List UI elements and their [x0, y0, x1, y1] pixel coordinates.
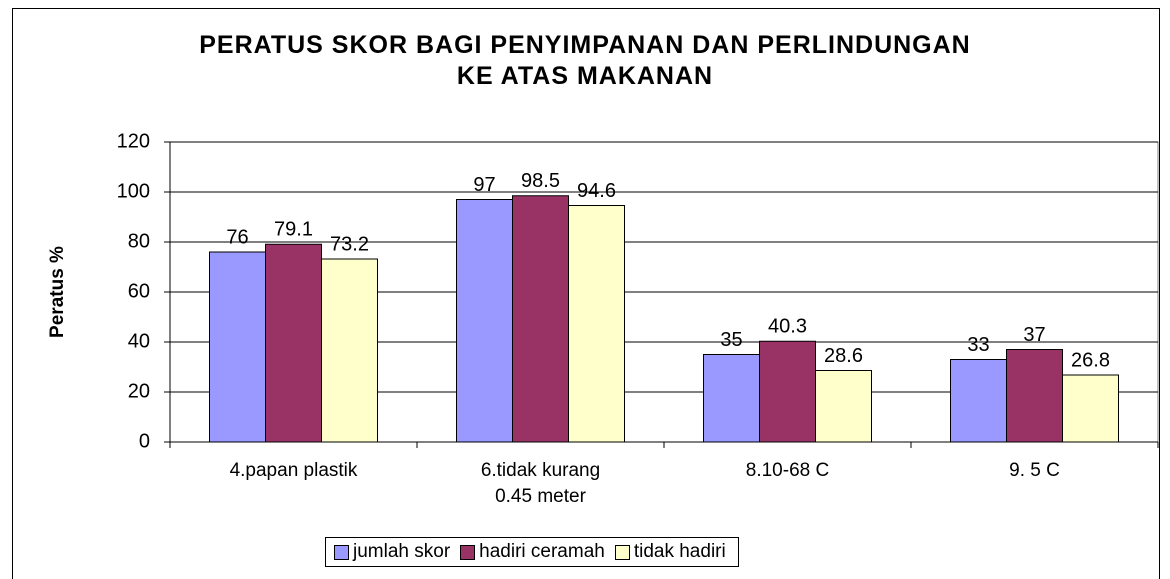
- data-label: 35: [720, 329, 742, 351]
- legend-label: hadiri ceramah: [479, 541, 605, 562]
- bar: [568, 205, 625, 443]
- legend-swatch: [614, 544, 630, 560]
- bar: [321, 258, 378, 443]
- bar: [1006, 349, 1063, 443]
- bar: [209, 251, 266, 443]
- x-tick-label: 9. 5 C: [1009, 460, 1060, 481]
- y-tick-label: 20: [128, 380, 150, 402]
- bar: [759, 340, 816, 443]
- data-label: 79.1: [274, 219, 313, 241]
- bar: [265, 243, 322, 443]
- x-tick-label: 6.tidak kurang 0.45 meter: [480, 460, 601, 507]
- y-tick-label: 60: [128, 280, 150, 302]
- legend-item: tidak hadiri: [614, 541, 726, 563]
- x-tick-label: 4.papan plastik: [229, 460, 358, 481]
- legend-swatch: [334, 544, 349, 560]
- bar: [456, 199, 513, 443]
- legend: jumlah skor hadiri ceramah tidak hadiri: [325, 537, 739, 567]
- bar: [815, 370, 872, 443]
- bar: [950, 359, 1007, 443]
- y-tick-label: 120: [117, 130, 150, 152]
- y-tick-label: 40: [128, 330, 150, 352]
- data-label: 26.8: [1071, 349, 1110, 371]
- data-label: 37: [1023, 324, 1045, 346]
- bar: [1062, 374, 1119, 443]
- data-label: 33: [967, 334, 989, 356]
- data-label: 97: [473, 174, 495, 196]
- chart-title: PERATUS SKOR BAGI PENYIMPANAN DAN PERLIN…: [199, 31, 971, 90]
- legend-label: tidak hadiri: [633, 541, 726, 562]
- legend-swatch: [460, 544, 476, 560]
- data-label: 73.2: [330, 233, 369, 255]
- y-tick-label: 100: [117, 180, 150, 202]
- x-tick-label: 8.10-68 C: [745, 460, 830, 481]
- data-label: 40.3: [768, 316, 807, 338]
- legend-label: jumlah skor: [353, 541, 451, 562]
- bar: [703, 354, 760, 443]
- legend-item: jumlah skor: [334, 541, 450, 563]
- data-label: 98.5: [521, 170, 560, 192]
- legend-item: hadiri ceramah: [460, 541, 605, 563]
- y-tick-label: 80: [128, 230, 150, 252]
- y-tick-label: 0: [139, 430, 150, 452]
- bar: [512, 195, 569, 443]
- data-label: 94.6: [577, 180, 616, 202]
- data-label: 28.6: [824, 345, 863, 367]
- y-axis-label: Peratus %: [47, 246, 68, 338]
- chart-frame: [12, 8, 1160, 579]
- data-label: 76: [226, 226, 248, 248]
